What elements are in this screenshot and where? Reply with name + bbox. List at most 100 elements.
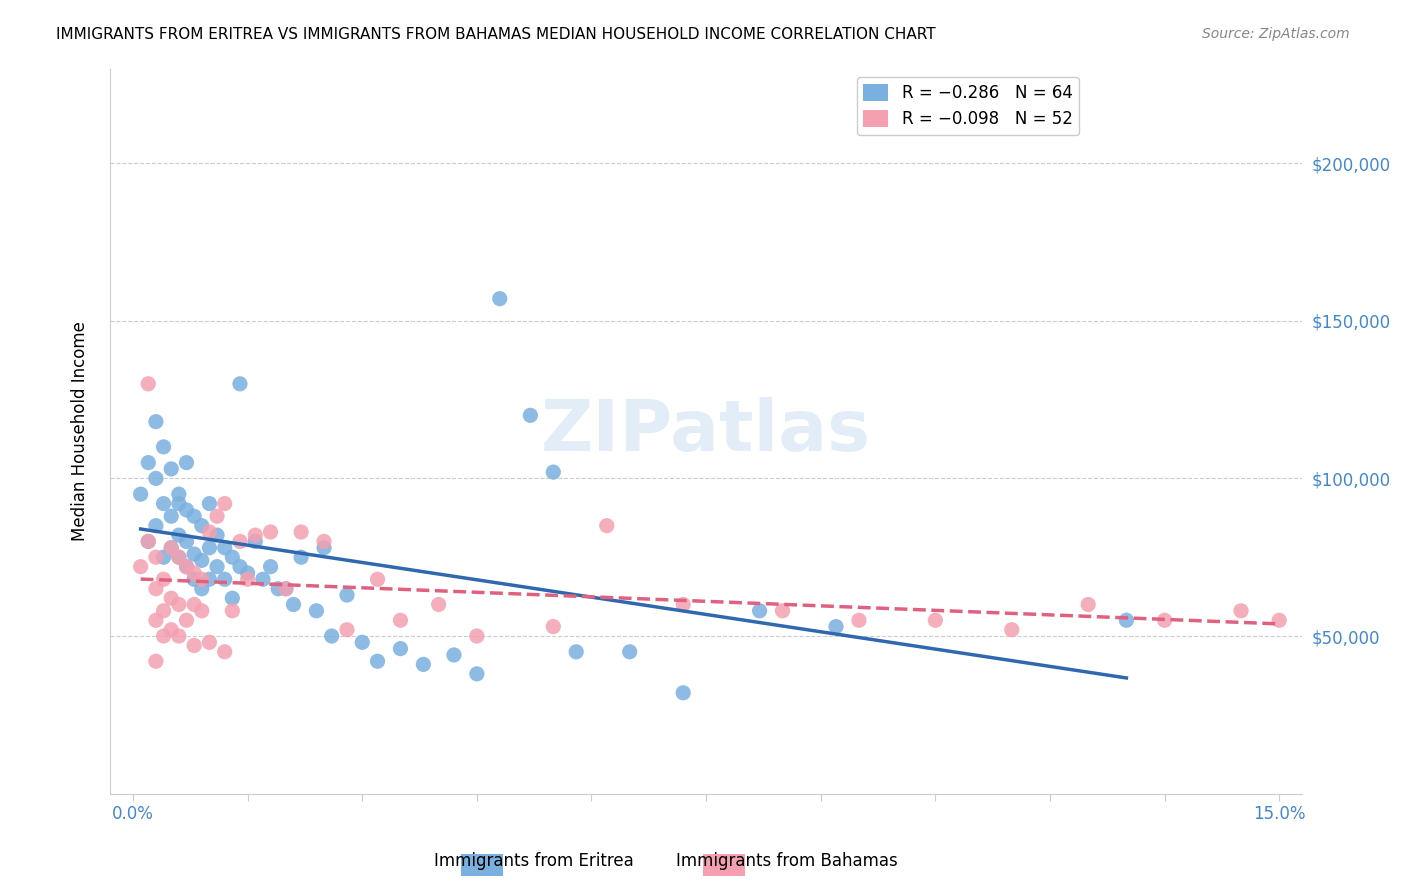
Immigrants from Bahamas	[236, 572, 259, 586]
Immigrants from Eritrea	[290, 550, 312, 565]
Immigrants from Eritrea	[136, 456, 159, 470]
Immigrants from Eritrea	[305, 604, 328, 618]
Immigrants from Bahamas	[336, 623, 359, 637]
Immigrants from Eritrea	[748, 604, 770, 618]
Immigrants from Eritrea	[229, 376, 252, 391]
Immigrants from Eritrea	[259, 559, 281, 574]
Immigrants from Eritrea	[321, 629, 343, 643]
Immigrants from Bahamas	[1230, 604, 1253, 618]
Immigrants from Bahamas	[924, 613, 946, 627]
Immigrants from Eritrea	[274, 582, 297, 596]
Immigrants from Eritrea	[152, 550, 174, 565]
Immigrants from Eritrea	[191, 518, 214, 533]
Immigrants from Eritrea	[205, 528, 228, 542]
Immigrants from Bahamas	[214, 497, 236, 511]
Immigrants from Bahamas	[274, 582, 297, 596]
Immigrants from Bahamas	[176, 613, 198, 627]
Immigrants from Eritrea	[129, 487, 152, 501]
Immigrants from Bahamas	[389, 613, 412, 627]
Immigrants from Eritrea	[183, 547, 205, 561]
Immigrants from Eritrea	[205, 559, 228, 574]
Immigrants from Bahamas	[596, 518, 619, 533]
Immigrants from Bahamas	[1268, 613, 1291, 627]
Immigrants from Eritrea	[543, 465, 565, 479]
Immigrants from Bahamas	[152, 572, 174, 586]
Immigrants from Bahamas	[1153, 613, 1175, 627]
Immigrants from Bahamas	[848, 613, 870, 627]
Immigrants from Eritrea	[465, 666, 488, 681]
Immigrants from Bahamas	[198, 524, 221, 539]
Immigrants from Eritrea	[145, 518, 167, 533]
Immigrants from Eritrea	[229, 559, 252, 574]
Immigrants from Bahamas	[367, 572, 389, 586]
Immigrants from Eritrea	[336, 588, 359, 602]
Immigrants from Eritrea	[176, 559, 198, 574]
Immigrants from Eritrea	[221, 591, 243, 606]
Immigrants from Eritrea	[198, 541, 221, 555]
Immigrants from Bahamas	[183, 639, 205, 653]
Immigrants from Bahamas	[183, 598, 205, 612]
Immigrants from Bahamas	[152, 629, 174, 643]
Immigrants from Bahamas	[221, 604, 243, 618]
Immigrants from Eritrea	[283, 598, 305, 612]
Immigrants from Eritrea	[214, 572, 236, 586]
Immigrants from Eritrea	[183, 509, 205, 524]
Text: IMMIGRANTS FROM ERITREA VS IMMIGRANTS FROM BAHAMAS MEDIAN HOUSEHOLD INCOME CORRE: IMMIGRANTS FROM ERITREA VS IMMIGRANTS FR…	[56, 27, 936, 42]
Immigrants from Eritrea	[245, 534, 267, 549]
Immigrants from Eritrea	[252, 572, 274, 586]
Immigrants from Bahamas	[136, 376, 159, 391]
Immigrants from Eritrea	[214, 541, 236, 555]
Immigrants from Bahamas	[152, 604, 174, 618]
Immigrants from Eritrea	[176, 456, 198, 470]
Immigrants from Eritrea	[221, 550, 243, 565]
Immigrants from Bahamas	[772, 604, 794, 618]
Immigrants from Eritrea	[176, 534, 198, 549]
Legend: R = −0.286   N = 64, R = −0.098   N = 52: R = −0.286 N = 64, R = −0.098 N = 52	[856, 77, 1080, 135]
Immigrants from Eritrea	[176, 503, 198, 517]
Immigrants from Eritrea	[191, 553, 214, 567]
Immigrants from Eritrea	[198, 497, 221, 511]
Immigrants from Eritrea	[167, 497, 190, 511]
Immigrants from Bahamas	[1001, 623, 1024, 637]
Immigrants from Eritrea	[519, 409, 541, 423]
Immigrants from Eritrea	[183, 572, 205, 586]
Immigrants from Eritrea	[160, 509, 183, 524]
Immigrants from Eritrea	[312, 541, 335, 555]
Immigrants from Bahamas	[160, 541, 183, 555]
Text: Source: ZipAtlas.com: Source: ZipAtlas.com	[1202, 27, 1350, 41]
Immigrants from Bahamas	[191, 572, 214, 586]
Immigrants from Bahamas	[198, 635, 221, 649]
Immigrants from Bahamas	[1077, 598, 1099, 612]
Immigrants from Bahamas	[672, 598, 695, 612]
Immigrants from Eritrea	[443, 648, 465, 662]
Immigrants from Bahamas	[312, 534, 335, 549]
Immigrants from Bahamas	[290, 524, 312, 539]
Immigrants from Eritrea	[412, 657, 434, 672]
Immigrants from Eritrea	[389, 641, 412, 656]
Immigrants from Eritrea	[825, 619, 848, 633]
Immigrants from Eritrea	[236, 566, 259, 580]
Immigrants from Eritrea	[136, 534, 159, 549]
Immigrants from Eritrea	[167, 528, 190, 542]
Immigrants from Eritrea	[160, 541, 183, 555]
Immigrants from Eritrea	[160, 462, 183, 476]
Immigrants from Eritrea	[619, 645, 641, 659]
Immigrants from Eritrea	[672, 686, 695, 700]
Immigrants from Eritrea	[198, 572, 221, 586]
Text: Immigrants from Bahamas: Immigrants from Bahamas	[676, 852, 898, 870]
Immigrants from Eritrea	[267, 582, 290, 596]
Immigrants from Bahamas	[167, 598, 190, 612]
Immigrants from Eritrea	[167, 487, 190, 501]
Immigrants from Bahamas	[245, 528, 267, 542]
Immigrants from Bahamas	[160, 623, 183, 637]
Immigrants from Bahamas	[205, 509, 228, 524]
Immigrants from Eritrea	[145, 471, 167, 485]
Immigrants from Eritrea	[167, 550, 190, 565]
Immigrants from Bahamas	[543, 619, 565, 633]
Immigrants from Bahamas	[427, 598, 450, 612]
Immigrants from Bahamas	[214, 645, 236, 659]
Text: Immigrants from Eritrea: Immigrants from Eritrea	[434, 852, 634, 870]
Immigrants from Bahamas	[167, 550, 190, 565]
Immigrants from Bahamas	[160, 591, 183, 606]
Immigrants from Bahamas	[167, 629, 190, 643]
